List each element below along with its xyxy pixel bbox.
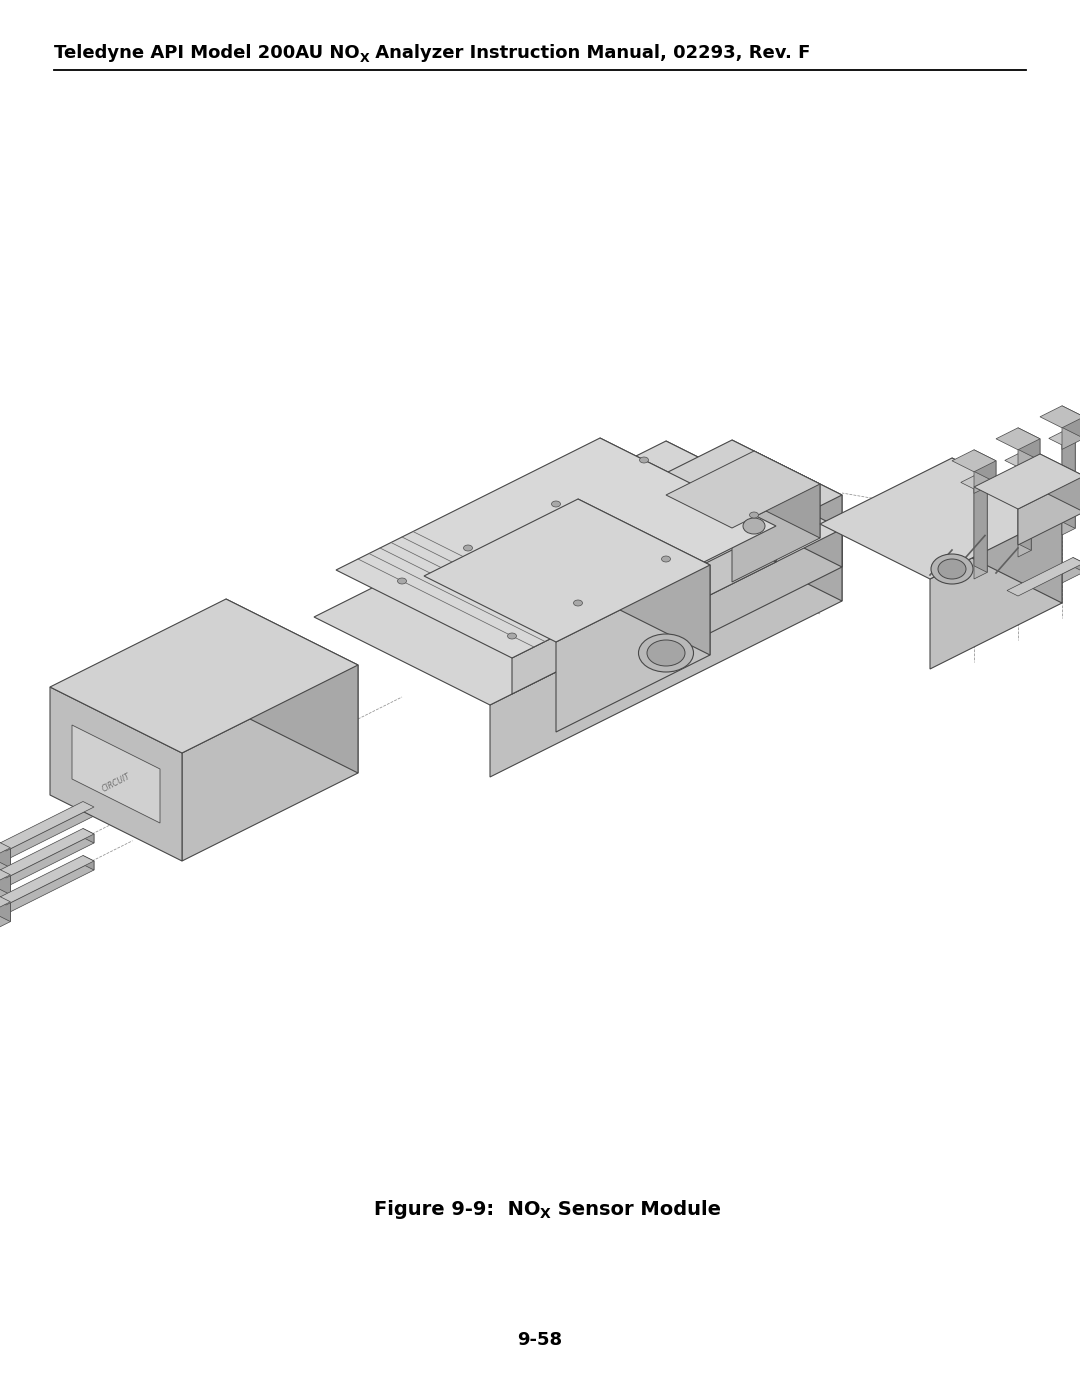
Ellipse shape [750,511,758,518]
Polygon shape [820,458,1062,578]
Ellipse shape [639,457,648,462]
Polygon shape [666,451,820,528]
Polygon shape [0,875,11,905]
Polygon shape [556,564,710,732]
Ellipse shape [463,545,473,550]
Polygon shape [1049,432,1076,446]
Text: X: X [540,1207,551,1221]
Ellipse shape [397,578,406,584]
Polygon shape [314,441,842,705]
Text: X: X [360,52,369,66]
Polygon shape [6,834,94,887]
Polygon shape [1062,432,1076,528]
Polygon shape [666,545,798,665]
Ellipse shape [573,599,582,606]
Polygon shape [1018,563,1080,605]
Polygon shape [996,427,1040,450]
Ellipse shape [508,633,516,638]
Polygon shape [0,838,11,868]
Polygon shape [1018,427,1040,461]
Ellipse shape [931,555,973,584]
Polygon shape [0,891,11,922]
Text: 9-58: 9-58 [517,1331,563,1350]
Polygon shape [666,441,842,601]
Ellipse shape [661,556,671,562]
Polygon shape [974,482,987,578]
Polygon shape [72,725,160,823]
Polygon shape [1018,461,1031,557]
Polygon shape [974,454,1080,509]
Ellipse shape [638,634,693,672]
Polygon shape [490,529,842,777]
Ellipse shape [939,559,966,578]
Polygon shape [0,902,11,933]
Polygon shape [83,828,94,842]
Polygon shape [1018,476,1080,545]
Polygon shape [0,891,11,912]
Polygon shape [512,527,777,694]
Polygon shape [974,476,987,573]
Polygon shape [83,802,94,816]
Text: Analyzer Instruction Manual, 02293, Rev. F: Analyzer Instruction Manual, 02293, Rev.… [369,43,811,61]
Polygon shape [1062,439,1076,535]
Polygon shape [1040,454,1080,511]
Text: CIRCUIT: CIRCUIT [100,773,132,793]
Polygon shape [1074,557,1080,571]
Polygon shape [50,599,357,753]
Polygon shape [1018,439,1040,471]
Polygon shape [578,502,798,610]
Polygon shape [732,440,842,567]
Polygon shape [226,599,357,773]
Polygon shape [83,855,94,870]
Ellipse shape [552,502,561,507]
Ellipse shape [647,640,685,666]
Polygon shape [336,439,777,658]
Polygon shape [930,513,1062,669]
Polygon shape [1007,557,1080,597]
Polygon shape [6,861,94,914]
Polygon shape [50,687,183,861]
Polygon shape [974,461,996,493]
Ellipse shape [743,518,765,534]
Polygon shape [0,855,94,905]
Text: Sensor Module: Sensor Module [551,1200,720,1220]
Polygon shape [754,451,820,538]
Polygon shape [1018,454,1031,550]
Polygon shape [951,450,996,472]
Polygon shape [1062,405,1080,439]
Polygon shape [0,865,11,894]
Polygon shape [578,440,842,571]
Polygon shape [710,502,798,599]
Polygon shape [424,499,710,643]
Text: Figure 9-9:  NO: Figure 9-9: NO [374,1200,540,1220]
Polygon shape [688,495,842,644]
Polygon shape [1062,416,1080,450]
Polygon shape [0,802,94,851]
Polygon shape [6,807,94,861]
Polygon shape [0,828,94,877]
Polygon shape [974,450,996,482]
Polygon shape [961,476,987,489]
Polygon shape [600,439,777,562]
Polygon shape [1040,405,1080,427]
Polygon shape [0,838,11,859]
Polygon shape [732,483,820,583]
Polygon shape [578,499,710,655]
Polygon shape [0,848,11,879]
Polygon shape [183,665,357,861]
Polygon shape [0,865,11,886]
Text: Teledyne API Model 200AU NO: Teledyne API Model 200AU NO [54,43,360,61]
Polygon shape [951,458,1062,604]
Polygon shape [1004,454,1031,467]
